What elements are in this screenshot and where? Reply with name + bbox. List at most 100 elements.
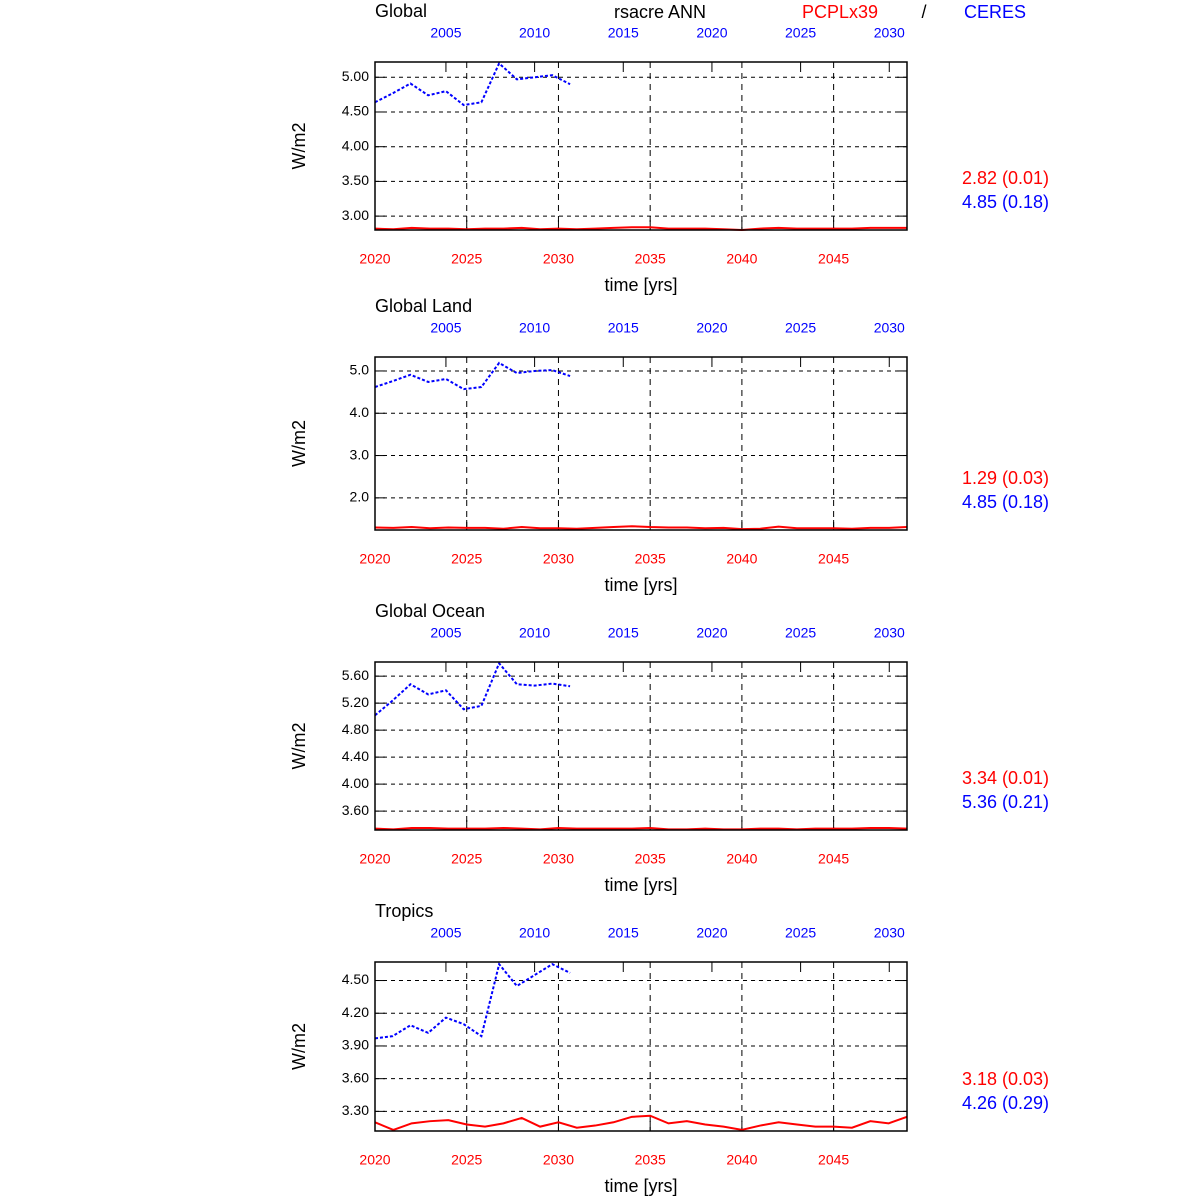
x-axis-label: time [yrs]: [604, 275, 677, 295]
y-tick-label: 2.0: [350, 489, 370, 505]
y-axis-label: W/m2: [289, 420, 309, 467]
y-tick-label: 4.40: [342, 748, 369, 764]
x-tick-label: 2045: [818, 551, 849, 567]
x2-tick-label: 2010: [519, 320, 550, 336]
legend-entry: CERES: [964, 2, 1026, 22]
legend-separator: /: [921, 2, 926, 22]
x-tick-label: 2045: [818, 1152, 849, 1168]
x2-tick-label: 2020: [696, 320, 727, 336]
y-tick-label: 3.00: [342, 207, 369, 223]
x2-tick-label: 2025: [785, 925, 816, 941]
x-axis-label: time [yrs]: [604, 1176, 677, 1196]
x-tick-label: 2045: [818, 851, 849, 867]
y-tick-label: 4.00: [342, 137, 369, 153]
x2-tick-label: 2025: [785, 25, 816, 41]
stat-annotation: 4.26 (0.29): [962, 1093, 1049, 1113]
x-tick-label: 2045: [818, 251, 849, 267]
y-tick-label: 4.00: [342, 775, 369, 791]
x2-tick-label: 2030: [874, 925, 905, 941]
y-tick-label: 3.60: [342, 802, 369, 818]
x2-tick-label: 2030: [874, 625, 905, 641]
x2-tick-label: 2005: [430, 320, 461, 336]
plot-frame: [374, 61, 908, 231]
x2-tick-label: 2015: [608, 625, 639, 641]
panel-title: Global Ocean: [375, 601, 485, 621]
x-tick-label: 2030: [543, 251, 574, 267]
y-tick-label: 5.60: [342, 667, 369, 683]
stat-annotation: 2.82 (0.01): [962, 168, 1049, 188]
x-tick-label: 2025: [451, 551, 482, 567]
x-tick-label: 2020: [359, 251, 390, 267]
legend-entry: PCPLx39: [802, 2, 878, 22]
x-tick-label: 2025: [451, 251, 482, 267]
x-tick-label: 2025: [451, 1152, 482, 1168]
x2-tick-label: 2005: [430, 925, 461, 941]
series-line: [374, 661, 571, 717]
x2-tick-label: 2020: [696, 625, 727, 641]
x-tick-label: 2035: [635, 1152, 666, 1168]
x2-tick-label: 2020: [696, 925, 727, 941]
y-tick-label: 5.20: [342, 694, 369, 710]
plot-frame: [374, 661, 908, 831]
x2-tick-label: 2020: [696, 25, 727, 41]
x2-tick-label: 2005: [430, 25, 461, 41]
x2-tick-label: 2015: [608, 925, 639, 941]
x-tick-label: 2040: [726, 1152, 757, 1168]
stat-annotation: 3.34 (0.01): [962, 768, 1049, 788]
plot-frame: [374, 356, 908, 531]
x-tick-label: 2020: [359, 851, 390, 867]
series-line: [374, 961, 571, 1040]
y-tick-label: 5.00: [342, 68, 369, 84]
x2-tick-label: 2010: [519, 925, 550, 941]
y-tick-label: 4.0: [350, 404, 370, 420]
x2-tick-label: 2025: [785, 320, 816, 336]
y-tick-label: 3.30: [342, 1102, 369, 1118]
stat-annotation: 1.29 (0.03): [962, 468, 1049, 488]
series-line: [374, 826, 908, 831]
x-tick-label: 2030: [543, 551, 574, 567]
series-line: [374, 525, 908, 531]
series-line: [374, 61, 571, 107]
x-axis-label: time [yrs]: [604, 875, 677, 895]
x2-tick-label: 2010: [519, 625, 550, 641]
y-tick-label: 4.80: [342, 721, 369, 737]
x-tick-label: 2040: [726, 851, 757, 867]
x-tick-label: 2025: [451, 851, 482, 867]
x-tick-label: 2035: [635, 851, 666, 867]
series-line: [374, 226, 907, 232]
stat-annotation: 4.85 (0.18): [962, 192, 1049, 212]
y-axis-label: W/m2: [289, 1023, 309, 1070]
y-tick-label: 3.0: [350, 446, 370, 462]
x-tick-label: 2020: [359, 1152, 390, 1168]
x2-tick-label: 2010: [519, 25, 550, 41]
series-line: [374, 1114, 908, 1131]
x-tick-label: 2035: [635, 251, 666, 267]
x2-tick-label: 2005: [430, 625, 461, 641]
x2-tick-label: 2030: [874, 320, 905, 336]
x-tick-label: 2040: [726, 251, 757, 267]
y-tick-label: 3.90: [342, 1037, 369, 1053]
plot-frame: [374, 961, 908, 1132]
y-tick-label: 4.50: [342, 971, 369, 987]
y-tick-label: 3.60: [342, 1069, 369, 1085]
x-tick-label: 2030: [543, 851, 574, 867]
x-axis-label: time [yrs]: [604, 575, 677, 595]
y-tick-label: 5.0: [350, 362, 370, 378]
y-axis-label: W/m2: [289, 723, 309, 770]
stat-annotation: 4.85 (0.18): [962, 492, 1049, 512]
series-line: [374, 361, 571, 391]
x-tick-label: 2040: [726, 551, 757, 567]
panel-title: Tropics: [375, 901, 433, 921]
x2-tick-label: 2015: [608, 25, 639, 41]
x2-tick-label: 2030: [874, 25, 905, 41]
y-axis-label: W/m2: [289, 123, 309, 170]
x2-tick-label: 2025: [785, 625, 816, 641]
y-tick-label: 3.50: [342, 172, 369, 188]
y-tick-label: 4.50: [342, 103, 369, 119]
stat-annotation: 3.18 (0.03): [962, 1069, 1049, 1089]
panel-title: Global Land: [375, 296, 472, 316]
panel-title: Global: [375, 1, 427, 21]
x-tick-label: 2020: [359, 551, 390, 567]
figure-subtitle: rsacre ANN: [614, 2, 706, 22]
